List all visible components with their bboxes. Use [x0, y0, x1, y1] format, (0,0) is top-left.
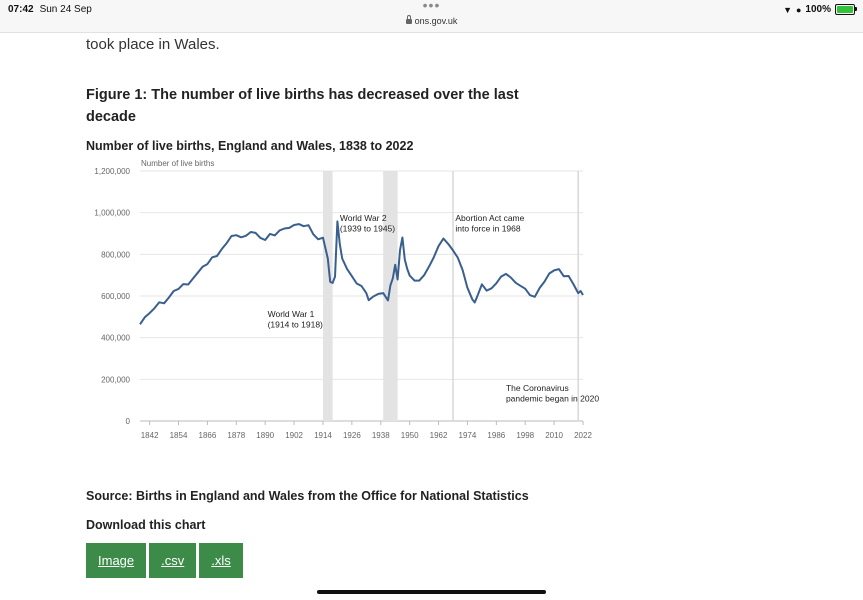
download-csv-button[interactable]: .csv — [149, 543, 197, 578]
battery-percent: 100% — [805, 4, 831, 15]
date-text: Sun 24 Sep — [39, 4, 92, 15]
more-dots-icon[interactable]: ••• — [422, 0, 441, 13]
annotation-line: World War 2 — [340, 213, 387, 223]
battery-charging-icon — [835, 4, 857, 15]
status-right: ▼ ● 100% — [783, 4, 857, 15]
y-tick-label: 600,000 — [101, 292, 130, 301]
y-tick-label: 0 — [126, 417, 131, 426]
x-tick-label: 1842 — [141, 431, 159, 440]
x-tick-label: 1938 — [372, 431, 390, 440]
address-bar[interactable]: ons.gov.uk — [0, 15, 863, 26]
intro-paragraph: took place in Wales. — [86, 36, 220, 53]
x-tick-label: 1902 — [285, 431, 303, 440]
live-births-chart: 0 200,000 400,000 600,000 800,000 1,000,000 1,… — [94, 159, 599, 440]
x-tick-label: 2010 — [545, 431, 563, 440]
x-tick-label: 1950 — [401, 431, 419, 440]
annotation-line: Abortion Act came — [455, 213, 524, 223]
annotation-line: World War 1 — [268, 309, 315, 319]
annotation-line: (1939 to 1945) — [340, 224, 395, 234]
annotation-line: into force in 1968 — [455, 224, 520, 234]
war-period-band — [322, 171, 333, 421]
x-tick-label: 1998 — [516, 431, 534, 440]
war-period-band — [383, 171, 398, 421]
download-buttons: Image .csv .xls — [86, 543, 243, 578]
y-tick-label: 1,200,000 — [94, 167, 130, 176]
x-tick-label: 1890 — [256, 431, 274, 440]
alarm-icon: ● — [795, 4, 802, 15]
download-heading: Download this chart — [86, 518, 206, 532]
chart-title: Number of live births, England and Wales… — [86, 139, 414, 153]
status-time: 07:42 Sun 24 Sep — [8, 4, 92, 15]
download-xls-button[interactable]: .xls — [199, 543, 243, 578]
y-tick-label: 1,000,000 — [94, 209, 130, 218]
x-tick-label: 1866 — [199, 431, 217, 440]
chart-annotation: Abortion Act came into force in 1968 — [455, 213, 524, 234]
x-tick-label: 1974 — [459, 431, 477, 440]
url-text: ons.gov.uk — [414, 16, 458, 26]
lock-icon — [405, 15, 412, 24]
figure-title: Figure 1: The number of live births has … — [86, 87, 519, 125]
x-tick-label: 1914 — [314, 431, 332, 440]
x-tick-label: 1926 — [343, 431, 361, 440]
annotation-line: The Coronavirus — [506, 383, 569, 393]
annotation-line: pandemic began in 2020 — [506, 393, 599, 403]
x-tick-label: 1962 — [430, 431, 448, 440]
download-image-button[interactable]: Image — [86, 543, 147, 578]
births-series-line — [139, 220, 584, 325]
x-tick-label: 1986 — [487, 431, 505, 440]
y-axis-label: Number of live births — [141, 159, 214, 168]
annotation-line: (1914 to 1918) — [268, 319, 323, 329]
x-tick-label: 2022 — [574, 431, 592, 440]
status-bar: 07:42 Sun 24 Sep ••• ons.gov.uk ▼ ● 100% — [0, 0, 863, 33]
x-tick-label: 1878 — [227, 431, 245, 440]
y-tick-label: 800,000 — [101, 250, 130, 259]
chart-source: Source: Births in England and Wales from… — [86, 489, 529, 503]
y-tick-label: 400,000 — [101, 334, 130, 343]
chart-annotation: World War 2 (1939 to 1945) — [340, 213, 395, 234]
chart-annotation: World War 1 (1914 to 1918) — [268, 309, 323, 330]
time-text: 07:42 — [8, 4, 34, 15]
home-indicator[interactable] — [317, 590, 546, 594]
y-tick-label: 200,000 — [101, 375, 130, 384]
wifi-icon: ▼ — [783, 4, 792, 15]
chart-annotation: The Coronavirus pandemic began in 2020 — [506, 383, 599, 404]
x-tick-label: 1854 — [170, 431, 188, 440]
